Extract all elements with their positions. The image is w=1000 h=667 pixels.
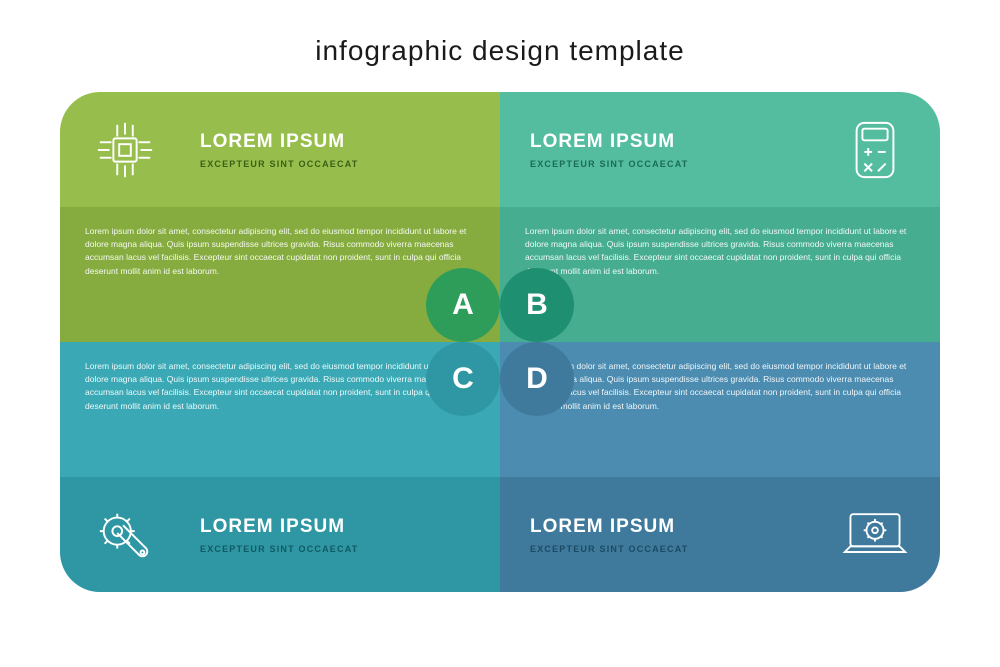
qb-titles: LOREM IPSUM EXCEPTEUR SINT OCCAECAT xyxy=(500,131,810,169)
laptop-gear-icon xyxy=(810,507,940,563)
qd-heading: LOREM IPSUM xyxy=(530,516,800,538)
qb-heading: LOREM IPSUM xyxy=(530,131,800,153)
badge-c: C xyxy=(426,342,500,416)
qd-body: Lorem ipsum dolor sit amet, consectetur … xyxy=(525,360,915,413)
badge-d: D xyxy=(500,342,574,416)
calculator-icon xyxy=(810,119,940,181)
qc-header-band: LOREM IPSUM EXCEPTEUR SINT OCCAECAT xyxy=(60,477,500,592)
qd-subheading: EXCEPTEUR SINT OCCAECAT xyxy=(530,544,800,554)
wrench-gear-icon xyxy=(60,504,190,566)
qb-subheading: EXCEPTEUR SINT OCCAECAT xyxy=(530,159,800,169)
qc-titles: LOREM IPSUM EXCEPTEUR SINT OCCAECAT xyxy=(190,516,500,554)
page-title: infographic design template xyxy=(0,0,1000,92)
qc-heading: LOREM IPSUM xyxy=(200,516,490,538)
qa-subheading: EXCEPTEUR SINT OCCAECAT xyxy=(200,159,490,169)
qc-body: Lorem ipsum dolor sit amet, consectetur … xyxy=(85,360,475,413)
qa-header-band: LOREM IPSUM EXCEPTEUR SINT OCCAECAT xyxy=(60,92,500,207)
qd-header-band: LOREM IPSUM EXCEPTEUR SINT OCCAECAT xyxy=(500,477,940,592)
qd-titles: LOREM IPSUM EXCEPTEUR SINT OCCAECAT xyxy=(500,516,810,554)
infographic-grid: LOREM IPSUM EXCEPTEUR SINT OCCAECAT Lore… xyxy=(60,92,940,592)
qc-subheading: EXCEPTEUR SINT OCCAECAT xyxy=(200,544,490,554)
cpu-icon xyxy=(60,119,190,181)
qb-body: Lorem ipsum dolor sit amet, consectetur … xyxy=(525,225,915,278)
qb-header-band: LOREM IPSUM EXCEPTEUR SINT OCCAECAT xyxy=(500,92,940,207)
qa-heading: LOREM IPSUM xyxy=(200,131,490,153)
qa-titles: LOREM IPSUM EXCEPTEUR SINT OCCAECAT xyxy=(190,131,500,169)
badge-b: B xyxy=(500,268,574,342)
badge-a: A xyxy=(426,268,500,342)
qa-body: Lorem ipsum dolor sit amet, consectetur … xyxy=(85,225,475,278)
